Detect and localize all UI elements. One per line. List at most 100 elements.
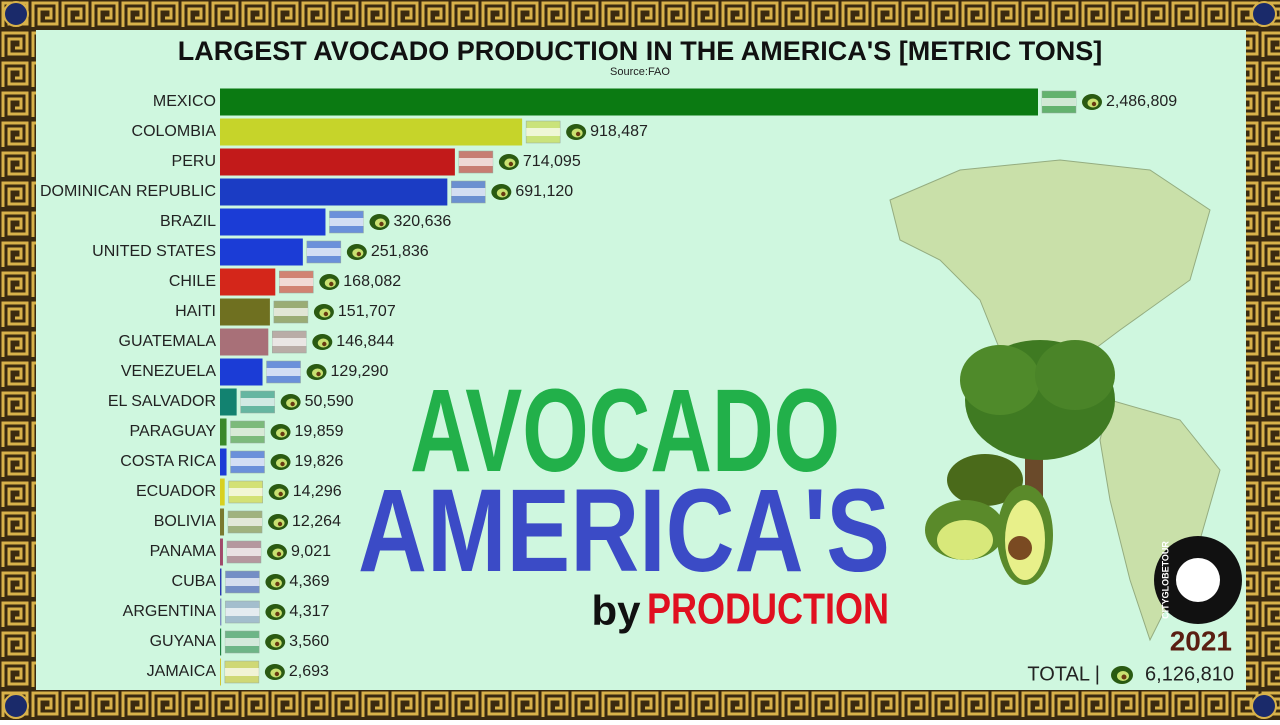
avocado-icon xyxy=(1111,666,1133,684)
bar xyxy=(220,148,455,176)
avocado-pit xyxy=(274,671,280,677)
category-label: HAITI xyxy=(175,303,216,320)
bar xyxy=(220,178,448,206)
avocado-pit xyxy=(575,131,581,137)
bar xyxy=(220,658,221,686)
flag-band xyxy=(1042,98,1076,106)
bar xyxy=(220,538,223,566)
flag xyxy=(451,180,486,204)
flag xyxy=(224,660,260,684)
value-label: 12,264 xyxy=(292,513,341,530)
corner-logos xyxy=(3,1,1277,719)
avocado-pit xyxy=(322,341,327,347)
flag-band xyxy=(458,158,493,166)
flag xyxy=(228,480,263,504)
avocado-pit xyxy=(508,161,514,167)
flag-band xyxy=(230,458,265,466)
value-label: 2,693 xyxy=(289,663,329,680)
avocado-icon xyxy=(369,214,390,230)
category-label: CHILE xyxy=(169,273,216,290)
avocado-pit xyxy=(280,431,285,437)
avocado-icon xyxy=(346,244,367,260)
avocado-icon xyxy=(265,634,286,650)
avocado-icon xyxy=(498,154,519,170)
bar xyxy=(220,358,263,386)
bar xyxy=(220,598,222,626)
avocado-pit xyxy=(1091,101,1097,107)
bar xyxy=(220,118,523,146)
avocado-pit xyxy=(501,191,506,197)
flag-band xyxy=(329,218,364,226)
bar xyxy=(220,628,222,656)
category-label: PANAMA xyxy=(150,543,217,560)
overlay-production: PRODUCTION xyxy=(647,585,889,634)
flag xyxy=(230,420,265,444)
bar xyxy=(220,388,237,416)
flag xyxy=(226,540,262,564)
value-label: 320,636 xyxy=(393,213,451,230)
value-label: 19,859 xyxy=(295,423,344,440)
flag-band xyxy=(225,578,260,586)
flag xyxy=(272,330,307,354)
avocado-pit xyxy=(379,221,384,227)
flag-band xyxy=(225,638,260,646)
flag-band xyxy=(451,188,486,196)
value-label: 50,590 xyxy=(305,393,354,410)
flag-band xyxy=(240,398,275,406)
category-label: ECUADOR xyxy=(136,483,216,500)
avocado-pit xyxy=(290,401,295,407)
avocado-pit xyxy=(329,281,334,287)
category-label: BOLIVIA xyxy=(154,513,217,530)
flag-band xyxy=(306,248,341,256)
avocado-pit xyxy=(323,311,329,317)
avocado-icon xyxy=(265,574,286,590)
avocado-icon xyxy=(270,424,291,440)
avocado-icon xyxy=(306,364,327,380)
chart-subtitle: Source:FAO xyxy=(610,66,670,78)
flag-band xyxy=(228,518,263,526)
flag xyxy=(273,300,309,324)
category-label: DOMINICAN REPUBLIC xyxy=(40,183,216,200)
flag xyxy=(306,240,342,264)
avocado-pit xyxy=(275,611,280,617)
value-label: 4,317 xyxy=(289,603,329,620)
avocado-icon xyxy=(491,184,512,200)
avocado-pit xyxy=(277,521,283,527)
category-label: MEXICO xyxy=(153,93,216,110)
avocado-icon xyxy=(264,664,285,680)
value-label: 146,844 xyxy=(336,333,394,350)
value-label: 151,707 xyxy=(338,303,396,320)
flag-band xyxy=(225,608,260,616)
logo-text: CITYGLOBETOUR xyxy=(1160,541,1170,619)
avocado-icon xyxy=(312,334,333,350)
value-label: 918,487 xyxy=(590,123,648,140)
avocado-icon xyxy=(1082,94,1102,110)
category-label: BRAZIL xyxy=(160,213,216,230)
bar xyxy=(220,508,225,536)
category-label: EL SALVADOR xyxy=(108,393,216,410)
chart-title: LARGEST AVOCADO PRODUCTION IN THE AMERIC… xyxy=(178,36,1102,66)
value-label: 19,826 xyxy=(295,453,344,470)
logo: CITYGLOBETOUR xyxy=(1154,536,1242,624)
flag-band xyxy=(226,548,261,556)
category-label: PARAGUAY xyxy=(129,423,216,440)
flag xyxy=(266,360,301,384)
value-label: 14,296 xyxy=(293,483,342,500)
bar xyxy=(220,568,222,596)
flag-band xyxy=(526,128,561,136)
overlay-line2: AMERICA'S xyxy=(358,465,890,597)
avocado-icon xyxy=(268,484,289,500)
flag-band xyxy=(273,308,308,316)
avocado-icon xyxy=(280,394,301,410)
avocado-icon xyxy=(319,274,340,290)
tree-decoration xyxy=(925,340,1115,585)
category-label: GUYANA xyxy=(150,633,217,650)
avocado-icon xyxy=(566,124,587,140)
avocado-icon xyxy=(268,514,289,530)
avocado-pit xyxy=(278,491,283,497)
flag-band xyxy=(272,338,307,346)
value-label: 251,836 xyxy=(371,243,429,260)
category-label: GUATEMALA xyxy=(119,333,217,350)
flag-band xyxy=(224,668,259,676)
category-label: UNITED STATES xyxy=(92,243,216,260)
